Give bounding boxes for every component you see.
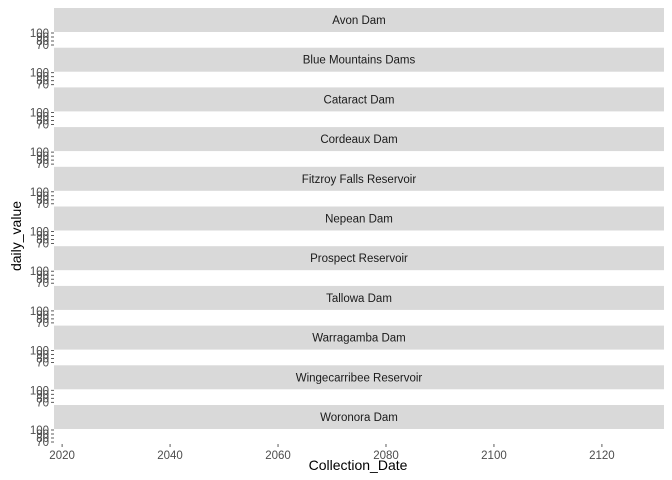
y-tick-label: 70 [36, 239, 49, 251]
facet-strip-label: Woronora Dam [320, 412, 398, 424]
x-axis-title: Collection_Date [309, 457, 408, 473]
y-tick-label: 70 [36, 318, 49, 330]
y-tick-label: 100 [30, 147, 49, 159]
y-tick-label: 90 [36, 350, 49, 362]
y-tick-label: 70 [36, 119, 49, 131]
y-tick-label: 90 [36, 270, 49, 282]
facet-strip [54, 285, 664, 310]
y-tick-label: 100 [30, 425, 49, 437]
facet-strip-label: Nepean Dam [325, 214, 393, 226]
y-axis-title: daily_value [8, 201, 24, 271]
y-tick-label: 80 [36, 195, 49, 207]
y-tick-label: 100 [30, 28, 49, 40]
x-tick-label: 2080 [373, 450, 399, 462]
y-tick-label: 100 [30, 266, 49, 278]
y-tick-label: 80 [36, 115, 49, 127]
facet-strip [54, 127, 664, 152]
y-tick-label: 70 [36, 358, 49, 370]
y-tick-label: 70 [36, 397, 49, 409]
facet-strip [54, 87, 664, 112]
y-tick-label: 90 [36, 111, 49, 123]
y-tick-label: 100 [30, 306, 49, 318]
y-tick-label: 90 [36, 389, 49, 401]
facet-strip-label: Cordeaux Dam [320, 134, 397, 146]
facet-strip [54, 47, 664, 72]
facet-strip-label: Warragamba Dam [312, 333, 406, 345]
facet-strip [54, 325, 664, 350]
y-tick-label: 100 [30, 385, 49, 397]
facet-strip-label: Fitzroy Falls Reservoir [302, 174, 417, 186]
y-tick-label: 90 [36, 191, 49, 203]
y-tick-label: 90 [36, 429, 49, 441]
y-tick-label: 70 [36, 40, 49, 52]
facet-strip-label: Cataract Dam [324, 94, 395, 106]
y-tick-label: 100 [30, 227, 49, 239]
facet-strip [54, 405, 664, 429]
y-tick-label: 70 [36, 199, 49, 211]
y-tick-label: 100 [30, 68, 49, 80]
y-tick-label: 90 [36, 72, 49, 84]
y-tick-label: 70 [36, 437, 49, 449]
x-tick-label: 2060 [265, 450, 291, 462]
y-tick-label: 90 [36, 231, 49, 243]
y-tick-label: 90 [36, 32, 49, 44]
y-tick-label: 70 [36, 80, 49, 92]
y-tick-label: 80 [36, 354, 49, 366]
facet-strip-label: Wingecarribee Reservoir [296, 372, 423, 384]
y-tick-label: 100 [30, 187, 49, 199]
y-tick-label: 80 [36, 314, 49, 326]
x-tick-label: 2040 [157, 450, 183, 462]
facet-strip [54, 246, 664, 271]
y-tick-label: 90 [36, 310, 49, 322]
facet-strip [54, 166, 664, 191]
x-axis: 2020 2040 2060 2080 2100 2120 [49, 444, 615, 462]
y-tick-label: 80 [36, 36, 49, 48]
y-tick-label: 80 [36, 433, 49, 445]
y-tick-label: 100 [30, 107, 49, 119]
facet-strip-label: Tallowa Dam [326, 293, 392, 305]
facet-strip [54, 365, 664, 390]
y-tick-label: 80 [36, 393, 49, 405]
y-tick-label: 80 [36, 155, 49, 167]
y-tick-label: 80 [36, 274, 49, 286]
y-tick-label: 90 [36, 151, 49, 163]
x-tick-label: 2120 [589, 450, 615, 462]
facet-strip-label: Blue Mountains Dams [303, 55, 416, 67]
facet-strip-label: Prospect Reservoir [310, 253, 408, 265]
y-tick-label: 100 [30, 346, 49, 358]
facet-strip [54, 206, 664, 231]
y-tick-label: 70 [36, 278, 49, 290]
facet-strip [54, 8, 664, 32]
y-tick-label: 70 [36, 159, 49, 171]
y-tick-label: 80 [36, 76, 49, 88]
x-tick-label: 2020 [49, 450, 75, 462]
facet-strip-label: Avon Dam [332, 15, 385, 27]
x-tick-label: 2100 [481, 450, 507, 462]
y-tick-label: 80 [36, 235, 49, 247]
